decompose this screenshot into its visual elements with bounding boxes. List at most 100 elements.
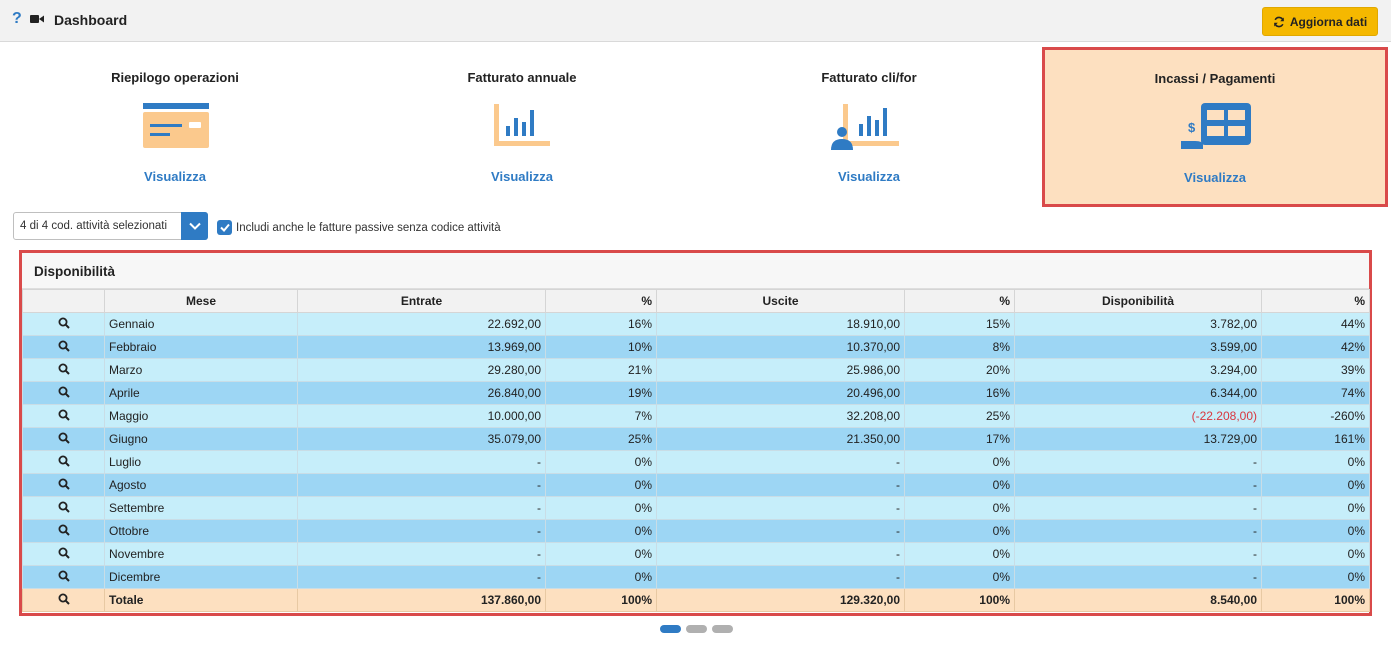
cell-entrate-pct: 0% bbox=[545, 450, 657, 474]
cell-disp-pct: 0% bbox=[1261, 519, 1370, 543]
table-row: Agosto -0% -0% -0% bbox=[22, 473, 1370, 497]
tile-link[interactable]: Visualizza bbox=[144, 169, 206, 184]
cell-entrate-pct: 0% bbox=[545, 473, 657, 497]
row-detail-button[interactable] bbox=[22, 588, 105, 612]
tile-link[interactable]: Visualizza bbox=[1184, 170, 1246, 185]
row-detail-button[interactable] bbox=[22, 473, 105, 497]
cell-entrate-pct: 0% bbox=[545, 542, 657, 566]
cell-entrate: 137.860,00 bbox=[297, 588, 546, 612]
cell-disp: 8.540,00 bbox=[1014, 588, 1262, 612]
row-detail-button[interactable] bbox=[22, 519, 105, 543]
cell-disp: - bbox=[1014, 519, 1262, 543]
column-header[interactable]: Uscite bbox=[656, 289, 905, 313]
cell-disp: 3.599,00 bbox=[1014, 335, 1262, 359]
tile-link[interactable]: Visualizza bbox=[491, 169, 553, 184]
cell-mese: Luglio bbox=[104, 450, 298, 474]
tile-incassi-pagamenti[interactable]: Incassi / Pagamenti $ Visualizza bbox=[1042, 47, 1388, 207]
table-row: Marzo 29.280,00 21% 25.986,00 20% 3.294,00 39% bbox=[22, 358, 1370, 382]
table-row: Febbraio 13.969,00 10% 10.370,00 8% 3.599,00 4… bbox=[22, 335, 1370, 359]
tile-fatturato-cli-for[interactable]: Fatturato cli/for Visualizza bbox=[696, 47, 1042, 207]
panel-header: Disponibilità bbox=[22, 253, 1369, 289]
include-passive-checkbox[interactable] bbox=[217, 220, 232, 235]
cell-mese: Totale bbox=[104, 588, 298, 612]
cell-uscite-pct: 0% bbox=[904, 519, 1015, 543]
row-detail-button[interactable] bbox=[22, 565, 105, 589]
cell-uscite-pct: 0% bbox=[904, 565, 1015, 589]
cell-entrate-pct: 16% bbox=[545, 312, 657, 336]
refresh-button[interactable]: Aggiorna dati bbox=[1262, 7, 1378, 36]
row-detail-button[interactable] bbox=[22, 542, 105, 566]
cell-uscite-pct: 0% bbox=[904, 496, 1015, 520]
cell-mese: Febbraio bbox=[104, 335, 298, 359]
disponibilita-panel: Disponibilità Mese Entrate % Uscite % Di… bbox=[19, 250, 1372, 616]
pagination-dot[interactable] bbox=[712, 625, 733, 633]
cell-disp-pct: 161% bbox=[1261, 427, 1370, 451]
total-row: Totale 137.860,00 100% 129.320,00 100% 8.540,… bbox=[22, 588, 1370, 612]
cell-uscite: 10.370,00 bbox=[656, 335, 905, 359]
cell-entrate: - bbox=[297, 565, 546, 589]
cell-disp-pct: 39% bbox=[1261, 358, 1370, 382]
cell-mese: Dicembre bbox=[104, 565, 298, 589]
table-row: Luglio -0% -0% -0% bbox=[22, 450, 1370, 474]
include-passive-label[interactable]: Includi anche le fatture passive senza c… bbox=[236, 222, 501, 234]
cell-disp: 13.729,00 bbox=[1014, 427, 1262, 451]
question-icon[interactable]: ? bbox=[12, 10, 22, 27]
cell-disp-pct: 100% bbox=[1261, 588, 1370, 612]
page-title: Dashboard bbox=[54, 12, 128, 28]
video-camera-icon[interactable] bbox=[30, 14, 44, 24]
cell-uscite: 32.208,00 bbox=[656, 404, 905, 428]
table-row: Aprile 26.840,00 19% 20.496,00 16% 6.344,00 74… bbox=[22, 381, 1370, 405]
cell-disp: 6.344,00 bbox=[1014, 381, 1262, 405]
cell-entrate-pct: 25% bbox=[545, 427, 657, 451]
activity-select[interactable]: 4 di 4 cod. attività selezionati bbox=[13, 212, 208, 240]
cell-disp-pct: 0% bbox=[1261, 450, 1370, 474]
search-icon bbox=[58, 432, 70, 444]
payment-table-icon: $ bbox=[1181, 103, 1251, 149]
search-icon bbox=[58, 501, 70, 513]
cell-uscite: 20.496,00 bbox=[656, 381, 905, 405]
column-header[interactable]: Mese bbox=[104, 289, 298, 313]
row-detail-button[interactable] bbox=[22, 312, 105, 336]
cell-disp: (-22.208,00) bbox=[1014, 404, 1262, 428]
cell-mese: Ottobre bbox=[104, 519, 298, 543]
tile-fatturato-annuale[interactable]: Fatturato annuale Visualizza bbox=[349, 47, 695, 207]
cell-entrate: 22.692,00 bbox=[297, 312, 546, 336]
row-detail-button[interactable] bbox=[22, 404, 105, 428]
cell-disp-pct: 0% bbox=[1261, 542, 1370, 566]
cell-disp: - bbox=[1014, 450, 1262, 474]
cell-uscite: 129.320,00 bbox=[656, 588, 905, 612]
tile-link[interactable]: Visualizza bbox=[838, 169, 900, 184]
column-header[interactable]: Entrate bbox=[297, 289, 546, 313]
cell-uscite: - bbox=[656, 473, 905, 497]
column-header[interactable]: % bbox=[1261, 289, 1370, 313]
table-row: Giugno 35.079,00 25% 21.350,00 17% 13.729,00 1… bbox=[22, 427, 1370, 451]
table-row: Ottobre -0% -0% -0% bbox=[22, 519, 1370, 543]
cell-entrate: 10.000,00 bbox=[297, 404, 546, 428]
row-detail-button[interactable] bbox=[22, 381, 105, 405]
cell-entrate-pct: 7% bbox=[545, 404, 657, 428]
tile-riepilogo-operazioni[interactable]: Riepilogo operazioni Visualizza bbox=[2, 47, 348, 207]
row-detail-button[interactable] bbox=[22, 450, 105, 474]
column-header bbox=[22, 289, 105, 313]
pagination-dot[interactable] bbox=[660, 625, 681, 633]
column-header[interactable]: % bbox=[904, 289, 1015, 313]
table-row: Gennaio 22.692,00 16% 18.910,00 15% 3.782,00 4… bbox=[22, 312, 1370, 336]
cell-disp-pct: 74% bbox=[1261, 381, 1370, 405]
column-header[interactable]: Disponibilità bbox=[1014, 289, 1262, 313]
cell-uscite-pct: 0% bbox=[904, 450, 1015, 474]
dropdown-button[interactable] bbox=[181, 212, 208, 240]
cell-uscite-pct: 100% bbox=[904, 588, 1015, 612]
row-detail-button[interactable] bbox=[22, 496, 105, 520]
cell-entrate: 35.079,00 bbox=[297, 427, 546, 451]
cell-entrate: - bbox=[297, 496, 546, 520]
row-detail-button[interactable] bbox=[22, 427, 105, 451]
row-detail-button[interactable] bbox=[22, 335, 105, 359]
cell-entrate: - bbox=[297, 473, 546, 497]
cell-entrate: 13.969,00 bbox=[297, 335, 546, 359]
cell-uscite-pct: 17% bbox=[904, 427, 1015, 451]
svg-text:$: $ bbox=[1188, 120, 1196, 135]
column-header[interactable]: % bbox=[545, 289, 657, 313]
search-icon bbox=[58, 386, 70, 398]
row-detail-button[interactable] bbox=[22, 358, 105, 382]
pagination-dot[interactable] bbox=[686, 625, 707, 633]
